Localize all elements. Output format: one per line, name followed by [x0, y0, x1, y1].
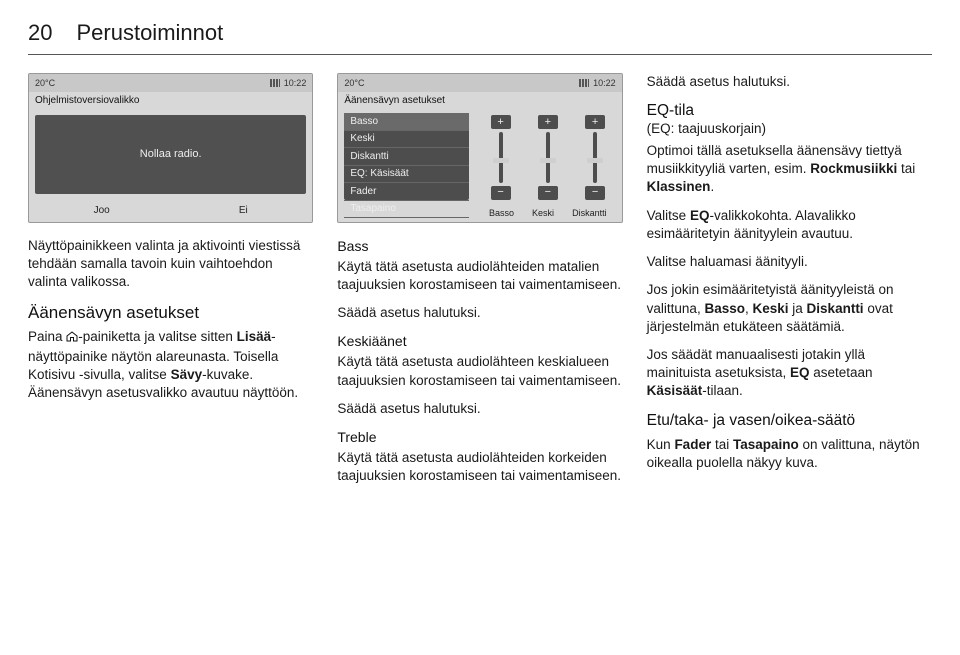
text-bold: Sävy — [171, 367, 203, 382]
text-bold: Lisää — [237, 329, 272, 344]
device2-menu-item: Basso — [344, 113, 469, 131]
slider-track — [499, 132, 503, 183]
text: asetetaan — [809, 365, 872, 380]
text-bold: Basso — [704, 301, 745, 316]
device2-menu-item: EQ: Käsisäät — [344, 166, 469, 184]
bass-heading: Bass — [337, 237, 622, 256]
text-bold: Fader — [674, 437, 711, 452]
home-icon — [66, 329, 78, 347]
text-bold: Klassinen — [647, 179, 711, 194]
text-bold: Diskantti — [807, 301, 864, 316]
signal-icon — [579, 79, 589, 87]
device2-slider: +− — [489, 115, 513, 200]
fb-para: Kun Fader tai Tasapaino on valittuna, nä… — [647, 436, 932, 472]
device2-slider: +− — [583, 115, 607, 200]
bass-para: Käytä tätä asetusta audiolähteiden matal… — [337, 258, 622, 294]
device2-slider-label: Diskantti — [572, 207, 607, 219]
text-bold: Tasapaino — [733, 437, 799, 452]
text: -painiketta ja valitse sitten — [78, 329, 236, 344]
page-header: 20 Perustoiminnot — [28, 18, 932, 55]
slider-track — [546, 132, 550, 183]
col1-heading-tone: Äänensävyn asetukset — [28, 302, 313, 325]
device1-message: Nollaa radio. — [35, 115, 306, 194]
column-1: 20°C 10:22 Ohjelmistoversiovalikko Nolla… — [28, 73, 313, 496]
slider-track — [593, 132, 597, 183]
device-screenshot-2: 20°C 10:22 Äänensävyn asetukset BassoKes… — [337, 73, 622, 223]
plus-icon: + — [585, 115, 605, 129]
page-title: Perustoiminnot — [76, 18, 223, 48]
column-3: Säädä asetus halutuksi. EQ-tila (EQ: taa… — [647, 73, 932, 496]
text: . — [710, 179, 714, 194]
slider-thumb — [493, 158, 509, 163]
text-bold: Rockmusiikki — [810, 161, 897, 176]
text-bold: EQ — [690, 208, 710, 223]
text: Kun — [647, 437, 675, 452]
text: ja — [789, 301, 807, 316]
text-bold: Keski — [753, 301, 789, 316]
device2-sliders: +−+−+− — [480, 115, 616, 200]
device2-slider: +− — [536, 115, 560, 200]
device2-menu-item: Keski — [344, 131, 469, 149]
eq-heading: EQ-tila — [647, 101, 932, 122]
plus-icon: + — [491, 115, 511, 129]
mid-heading: Keskiäänet — [337, 332, 622, 351]
device2-slider-label: Basso — [489, 207, 514, 219]
device2-menu-item: Diskantti — [344, 148, 469, 166]
column-2: 20°C 10:22 Äänensävyn asetukset BassoKes… — [337, 73, 622, 496]
page-number: 20 — [28, 18, 52, 48]
fb-heading: Etu/taka- ja vasen/oikea-säätö — [647, 411, 932, 432]
eq-p2: Valitse EQ-valikkokohta. Alavalikko esim… — [647, 207, 932, 243]
device1-time: 10:22 — [284, 77, 307, 89]
text: -tilaan. — [702, 383, 743, 398]
col3-top: Säädä asetus halutuksi. — [647, 73, 932, 91]
minus-icon: − — [491, 186, 511, 200]
device2-title: Äänensävyn asetukset — [338, 92, 621, 112]
device2-menu: BassoKeskiDiskanttiEQ: KäsisäätFaderTasa… — [344, 113, 469, 200]
minus-icon: − — [538, 186, 558, 200]
slider-thumb — [587, 158, 603, 163]
col1-para-2: Paina -painiketta ja valitse sitten Lisä… — [28, 328, 313, 402]
minus-icon: − — [585, 186, 605, 200]
plus-icon: + — [538, 115, 558, 129]
col1-para-1: Näyttöpainikkeen valinta ja aktivointi v… — [28, 237, 313, 292]
eq-p1: Optimoi tällä asetuksella äänensävy tiet… — [647, 142, 932, 197]
eq-p5: Jos säädät manuaalisesti jotakin yllä ma… — [647, 346, 932, 401]
device2-menu-item: Tasapaino — [344, 201, 469, 219]
device1-statusbar: 20°C 10:22 — [29, 74, 312, 92]
device2-temp: 20°C — [344, 77, 364, 89]
device2-slider-labels: Basso Keski Diskantti — [480, 207, 616, 219]
bass-adjust: Säädä asetus halutuksi. — [337, 304, 622, 322]
device1-btn-yes: Joo — [94, 204, 110, 218]
mid-para: Käytä tätä asetusta audiolähteen keskial… — [337, 353, 622, 389]
device2-slider-label: Keski — [532, 207, 554, 219]
device2-menu-item: Fader — [344, 183, 469, 201]
slider-thumb — [540, 158, 556, 163]
text: tai — [711, 437, 733, 452]
device1-temp: 20°C — [35, 77, 55, 89]
text: Valitse — [647, 208, 690, 223]
mid-adjust: Säädä asetus halutuksi. — [337, 400, 622, 418]
device1-btn-no: Ei — [239, 204, 248, 218]
columns: 20°C 10:22 Ohjelmistoversiovalikko Nolla… — [28, 73, 932, 496]
text-bold: EQ — [790, 365, 810, 380]
text: Paina — [28, 329, 66, 344]
eq-p3: Valitse haluamasi äänityyli. — [647, 253, 932, 271]
eq-p4: Jos jokin esimääritetyistä äänityyleistä… — [647, 281, 932, 336]
text: , — [745, 301, 753, 316]
device2-time: 10:22 — [593, 77, 616, 89]
treble-para: Käytä tätä asetusta audiolähteiden korke… — [337, 449, 622, 485]
signal-icon — [270, 79, 280, 87]
device2-statusbar: 20°C 10:22 — [338, 74, 621, 92]
device-screenshot-1: 20°C 10:22 Ohjelmistoversiovalikko Nolla… — [28, 73, 313, 223]
device1-title: Ohjelmistoversiovalikko — [29, 92, 312, 112]
text: tai — [897, 161, 915, 176]
text-bold: Käsisäät — [647, 383, 703, 398]
treble-heading: Treble — [337, 428, 622, 447]
eq-sub: (EQ: taajuuskorjain) — [647, 120, 932, 138]
